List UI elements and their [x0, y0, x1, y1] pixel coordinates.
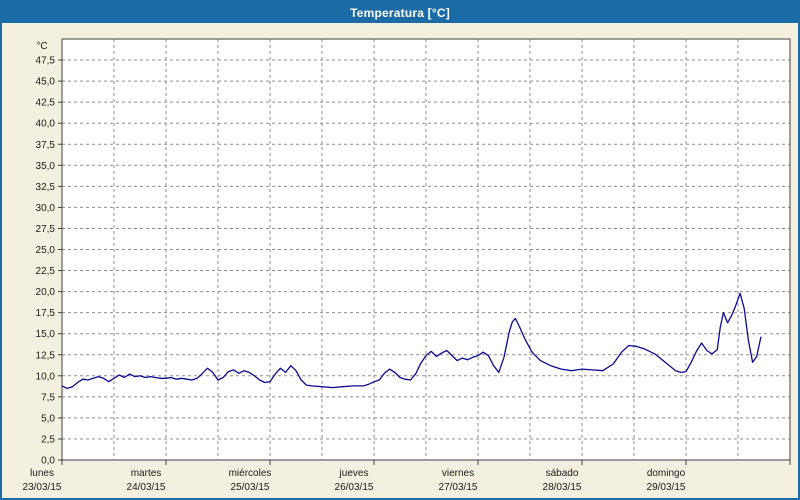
x-day-date: 25/03/15 [231, 482, 270, 493]
y-tick-label: 35,0 [36, 161, 56, 172]
y-tick-label: 45,0 [36, 77, 56, 88]
temperature-series-line [61, 292, 762, 390]
x-day-date: 23/03/15 [23, 482, 62, 493]
x-day-date: 28/03/15 [543, 482, 582, 493]
x-day-date: 27/03/15 [439, 482, 478, 493]
x-day-name: lunes [30, 468, 54, 479]
axis-ticks [58, 59, 791, 465]
y-axis-unit-label: °C [36, 41, 47, 52]
y-tick-label: 37,5 [36, 140, 56, 151]
y-tick-label: 20,0 [36, 287, 56, 298]
y-tick-label: 47,5 [36, 56, 56, 67]
x-day-name: miércoles [229, 468, 272, 479]
y-tick-label: 5,0 [41, 413, 55, 424]
y-tick-label: 12,5 [36, 350, 56, 361]
y-tick-label: 42,5 [36, 98, 56, 109]
y-tick-label: 0,0 [41, 456, 55, 467]
y-tick-label: 10,0 [36, 371, 56, 382]
x-day-name: jueves [339, 468, 369, 479]
y-tick-label: 7,5 [41, 392, 55, 403]
y-tick-label: 17,5 [36, 308, 56, 319]
y-axis-labels: 0,0 2,5 5,0 7,5 10,0 12,5 15,0 17,5 20,0 22,5 25,0… [36, 56, 56, 467]
window-title: Temperatura [°C] [350, 5, 450, 20]
y-tick-label: 40,0 [36, 119, 56, 130]
chart-area: 0,0 2,5 5,0 7,5 10,0 12,5 15,0 17,5 20,0 22,5 25,0… [2, 23, 798, 498]
plot-grid [62, 39, 790, 460]
y-tick-label: 27,5 [36, 224, 56, 235]
window-title-bar: Temperatura [°C] [2, 2, 798, 23]
temperature-chart: 0,0 2,5 5,0 7,5 10,0 12,5 15,0 17,5 20,0 22,5 25,0… [23, 38, 791, 493]
x-day-date: 29/03/15 [647, 482, 686, 493]
x-day-date: 24/03/15 [127, 482, 166, 493]
x-day-date: 26/03/15 [335, 482, 374, 493]
y-tick-label: 32,5 [36, 182, 56, 193]
x-day-name: martes [131, 468, 162, 479]
y-tick-label: 15,0 [36, 329, 56, 340]
y-tick-label: 30,0 [36, 203, 56, 214]
x-axis-labels: lunes 23/03/15 martes 24/03/15 miércoles 25/0… [23, 468, 686, 493]
x-day-name: domingo [647, 468, 686, 479]
x-day-name: viernes [442, 468, 474, 479]
y-tick-label: 25,0 [36, 245, 56, 256]
y-tick-label: 22,5 [36, 266, 56, 277]
y-tick-label: 2,5 [41, 434, 55, 445]
x-day-name: sábado [546, 468, 579, 479]
